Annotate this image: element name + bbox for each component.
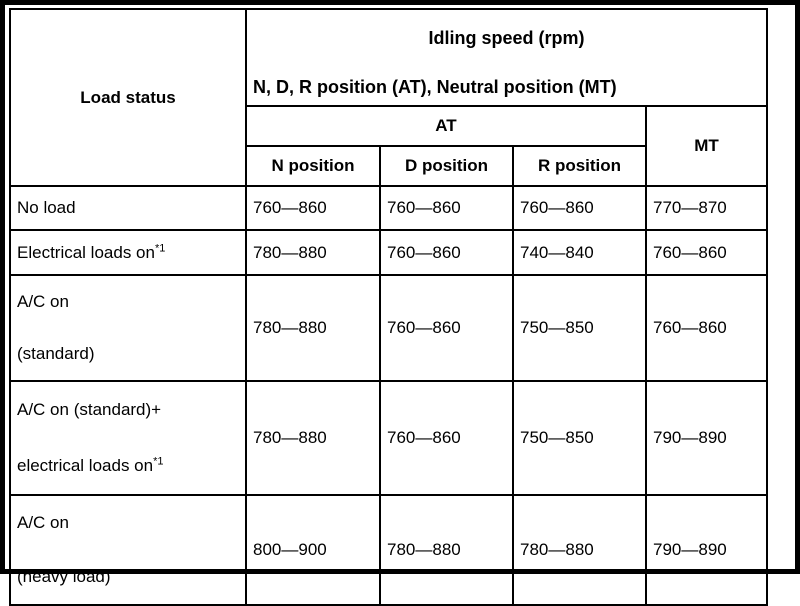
row-label-line2-text: electrical loads on xyxy=(17,456,154,475)
idling-speed-table: Load status Idling speed (rpm) N, D, R p… xyxy=(9,8,768,606)
row-label-line2: (heavy load) xyxy=(17,567,111,586)
footnote-marker: *1 xyxy=(154,241,166,254)
value-cell: 780—880 xyxy=(245,274,381,382)
value-cell: 760—860 xyxy=(379,229,514,276)
row-label: A/C on (standard) xyxy=(9,274,247,382)
value-cell: 740—840 xyxy=(512,229,647,276)
value-cell: 750—850 xyxy=(512,274,647,382)
value-cell: 780—880 xyxy=(245,380,381,496)
header-at: AT xyxy=(245,105,647,147)
table-row: No load 760—860 760—860 760—860 770—870 xyxy=(9,185,768,231)
row-label-line1: Electrical loads on xyxy=(17,242,155,262)
row-label-line2: electrical loads on*1 xyxy=(17,438,239,493)
row-label: Electrical loads on*1 xyxy=(9,229,247,276)
row-label-line2: (standard) xyxy=(17,344,95,363)
value-cell: 760—860 xyxy=(645,229,768,276)
value-cell: 780—880 xyxy=(379,494,514,606)
row-label-line1: A/C on xyxy=(17,292,69,311)
footnote-marker: *1 xyxy=(153,455,164,468)
value-cell: 780—880 xyxy=(245,229,381,276)
row-label-line1: No load xyxy=(17,198,76,217)
table-row: A/C on (standard) 780—880 760—860 750—85… xyxy=(9,274,768,382)
value-cell: 790—890 xyxy=(645,494,768,606)
value-cell: 750—850 xyxy=(512,380,647,496)
idling-speed-subtitle: N, D, R position (AT), Neutral position … xyxy=(253,76,617,97)
table-row: Electrical loads on*1 780—880 760—860 74… xyxy=(9,229,768,276)
value-cell: 760—860 xyxy=(512,185,647,231)
row-label-line1: A/C on xyxy=(17,513,69,532)
table-row: A/C on (standard)+ electrical loads on*1… xyxy=(9,380,768,496)
value-cell: 760—860 xyxy=(645,274,768,382)
table-row: A/C on (heavy load) 800—900 780—880 780—… xyxy=(9,494,768,606)
header-d-position: D position xyxy=(379,145,514,187)
value-cell: 790—890 xyxy=(645,380,768,496)
header-r-position: R position xyxy=(512,145,647,187)
idling-speed-title: Idling speed (rpm) xyxy=(428,27,585,48)
value-cell: 760—860 xyxy=(245,185,381,231)
header-idling-speed: Idling speed (rpm) N, D, R position (AT)… xyxy=(245,8,768,107)
value-cell: 770—870 xyxy=(645,185,768,231)
row-label: A/C on (standard)+ electrical loads on*1 xyxy=(9,380,247,496)
row-label: No load xyxy=(9,185,247,231)
value-cell: 760—860 xyxy=(379,185,514,231)
row-label-line1: A/C on (standard)+ xyxy=(17,400,162,419)
value-cell: 760—860 xyxy=(379,274,514,382)
header-mt: MT xyxy=(645,105,768,187)
value-cell: 800—900 xyxy=(245,494,381,606)
value-cell: 760—860 xyxy=(379,380,514,496)
header-n-position: N position xyxy=(245,145,381,187)
header-load-status: Load status xyxy=(9,8,247,187)
value-cell: 780—880 xyxy=(512,494,647,606)
row-label: A/C on (heavy load) xyxy=(9,494,247,606)
